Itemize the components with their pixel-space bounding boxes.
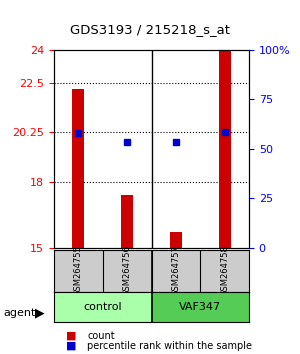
Text: GSM264758: GSM264758: [220, 245, 229, 296]
Text: percentile rank within the sample: percentile rank within the sample: [87, 341, 252, 351]
Text: GSM264755: GSM264755: [74, 245, 83, 296]
Text: ■: ■: [66, 341, 76, 351]
Text: VAF347: VAF347: [179, 302, 221, 312]
Text: count: count: [87, 331, 115, 341]
Text: agent: agent: [3, 308, 35, 318]
Text: GSM264757: GSM264757: [171, 245, 180, 296]
Bar: [218, 43, 231, 248]
Text: ■: ■: [66, 331, 76, 341]
Bar: [72, 89, 85, 248]
Bar: [170, 232, 182, 248]
Text: control: control: [83, 302, 122, 312]
Bar: [121, 195, 133, 248]
Text: GSM264756: GSM264756: [123, 245, 132, 296]
Text: GDS3193 / 215218_s_at: GDS3193 / 215218_s_at: [70, 23, 230, 36]
Text: ▶: ▶: [34, 307, 44, 320]
